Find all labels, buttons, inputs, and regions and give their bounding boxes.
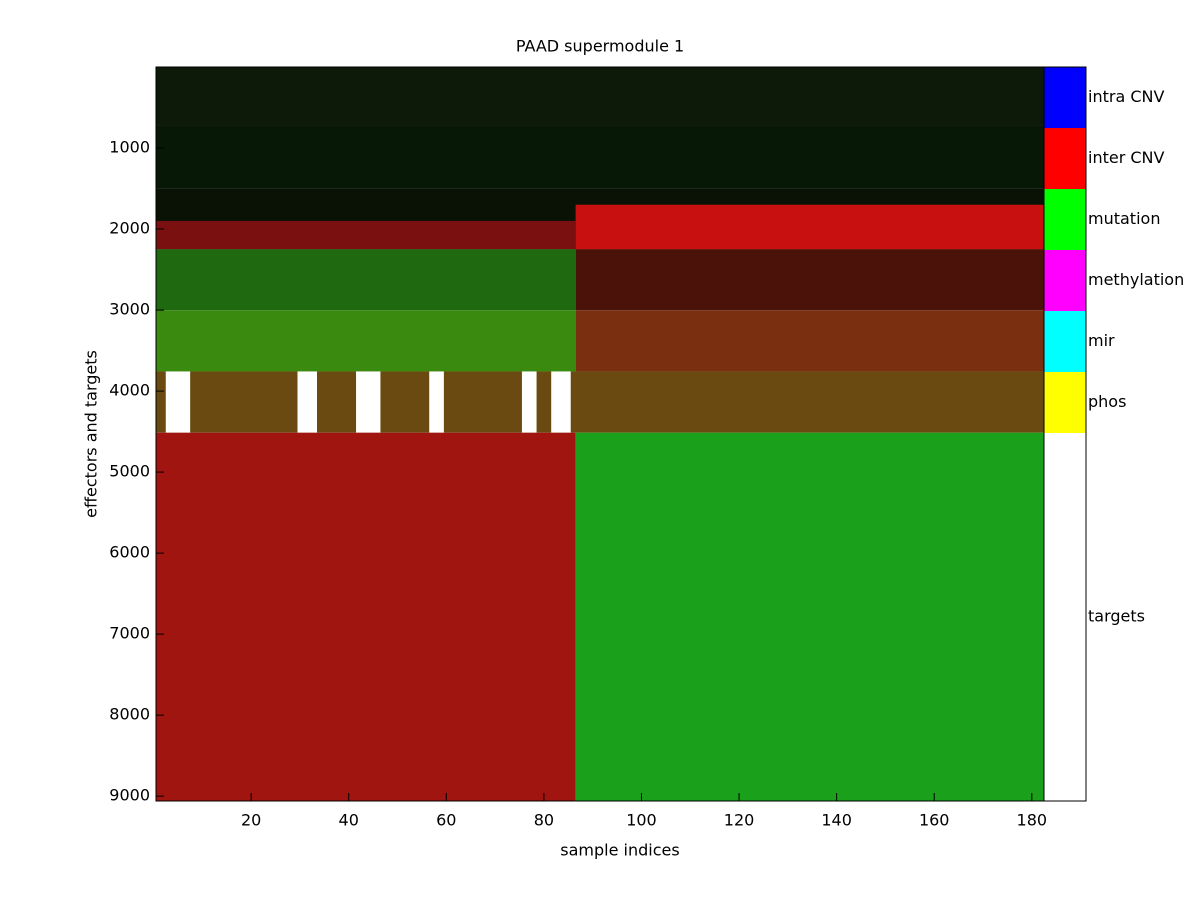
x-tick-label: 20 bbox=[241, 811, 261, 830]
heatmap-block bbox=[575, 432, 1044, 801]
heatmap-block bbox=[521, 371, 537, 433]
heatmap-block bbox=[156, 220, 576, 250]
y-tick-label: 8000 bbox=[109, 705, 150, 724]
heatmap-block bbox=[165, 371, 191, 433]
heatmap-block bbox=[156, 371, 1044, 433]
legend-swatch bbox=[1044, 67, 1086, 128]
legend-frame bbox=[1043, 66, 1087, 802]
x-tick-label: 180 bbox=[1017, 811, 1048, 830]
y-tick-label: 2000 bbox=[109, 219, 150, 238]
x-tick-label: 100 bbox=[626, 811, 657, 830]
legend-label: mir bbox=[1088, 331, 1115, 350]
y-tick-label: 3000 bbox=[109, 300, 150, 319]
heatmap-block bbox=[156, 67, 1044, 126]
heatmap-block bbox=[156, 249, 576, 311]
legend-swatch bbox=[1044, 189, 1086, 250]
legend-label: phos bbox=[1088, 392, 1126, 411]
legend-label: inter CNV bbox=[1088, 148, 1165, 167]
x-tick-label: 120 bbox=[724, 811, 755, 830]
heatmap-block bbox=[156, 310, 576, 372]
y-tick-label: 9000 bbox=[109, 786, 150, 805]
x-tick-label: 60 bbox=[436, 811, 456, 830]
legend-swatch bbox=[1044, 433, 1086, 801]
x-tick-label: 160 bbox=[919, 811, 950, 830]
y-tick-label: 1000 bbox=[109, 138, 150, 157]
x-tick-label: 80 bbox=[534, 811, 554, 830]
heatmap-block bbox=[551, 371, 571, 433]
heatmap-block bbox=[356, 371, 381, 433]
y-tick-label: 7000 bbox=[109, 624, 150, 643]
legend-swatch bbox=[1044, 372, 1086, 433]
y-tick-label: 6000 bbox=[109, 543, 150, 562]
heatmap-block bbox=[156, 125, 1044, 189]
heatmap-block bbox=[156, 432, 576, 801]
legend-swatch bbox=[1044, 311, 1086, 372]
heatmap-block bbox=[575, 310, 1044, 372]
legend-label: targets bbox=[1088, 607, 1145, 626]
legend-label: mutation bbox=[1088, 209, 1160, 228]
legend-swatch bbox=[1044, 250, 1086, 311]
heatmap-block bbox=[575, 249, 1044, 311]
y-tick-label: 4000 bbox=[109, 381, 150, 400]
x-tick-label: 40 bbox=[339, 811, 359, 830]
y-tick-label: 5000 bbox=[109, 462, 150, 481]
legend-label: methylation bbox=[1088, 270, 1184, 289]
x-tick-label: 140 bbox=[821, 811, 852, 830]
x-axis-label: sample indices bbox=[560, 841, 679, 860]
legend-swatch bbox=[1044, 128, 1086, 189]
y-axis-label: effectors and targets bbox=[82, 350, 101, 518]
chart-title: PAAD supermodule 1 bbox=[516, 37, 684, 56]
heatmap-block bbox=[575, 204, 1044, 250]
heatmap-block bbox=[429, 371, 444, 433]
heatmap-block bbox=[297, 371, 318, 433]
legend-label: intra CNV bbox=[1088, 87, 1164, 106]
